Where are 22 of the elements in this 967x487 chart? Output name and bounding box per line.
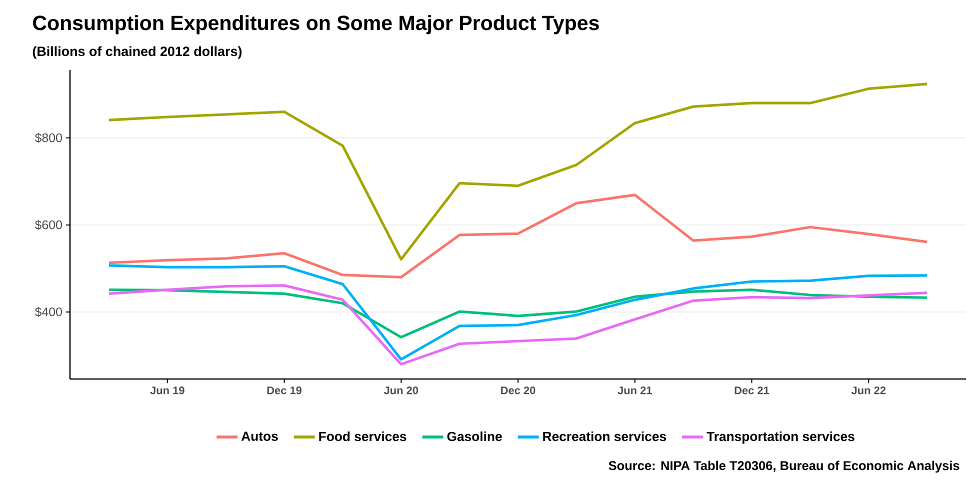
x-tick-label: Dec 21 [734, 386, 770, 394]
source-note: Source: NIPA Table T20306, Bureau of Economic Analysis [608, 460, 960, 473]
line-series [108, 264, 928, 361]
chart-title: Consumption Expenditures on Some Major Product Types [33, 15, 599, 34]
legend-label: Recreation services [543, 431, 666, 442]
y-tick-label: $400 [34, 306, 62, 318]
x-tick-label: Jun 19 [150, 386, 184, 394]
x-tick-label: Dec 19 [267, 386, 302, 394]
legend-label: Gasoline [447, 431, 502, 442]
legend-label: Transportation services [706, 431, 854, 444]
legend-label: Autos [241, 432, 278, 441]
y-tick-label: $800 [34, 132, 62, 143]
x-tick-label: Jun 21 [618, 386, 652, 394]
line-series [108, 194, 928, 278]
x-tick-label: Jun 22 [851, 386, 886, 394]
x-tick-label: Jun 20 [384, 386, 418, 394]
line-series [108, 284, 928, 366]
y-tick-label: $600 [34, 220, 62, 230]
x-tick-label: Dec 20 [501, 386, 536, 394]
line-series [108, 82, 928, 261]
chart-subtitle: (Billions of chained 2012 dollars) [32, 46, 242, 59]
legend-label: Food services [319, 431, 406, 442]
